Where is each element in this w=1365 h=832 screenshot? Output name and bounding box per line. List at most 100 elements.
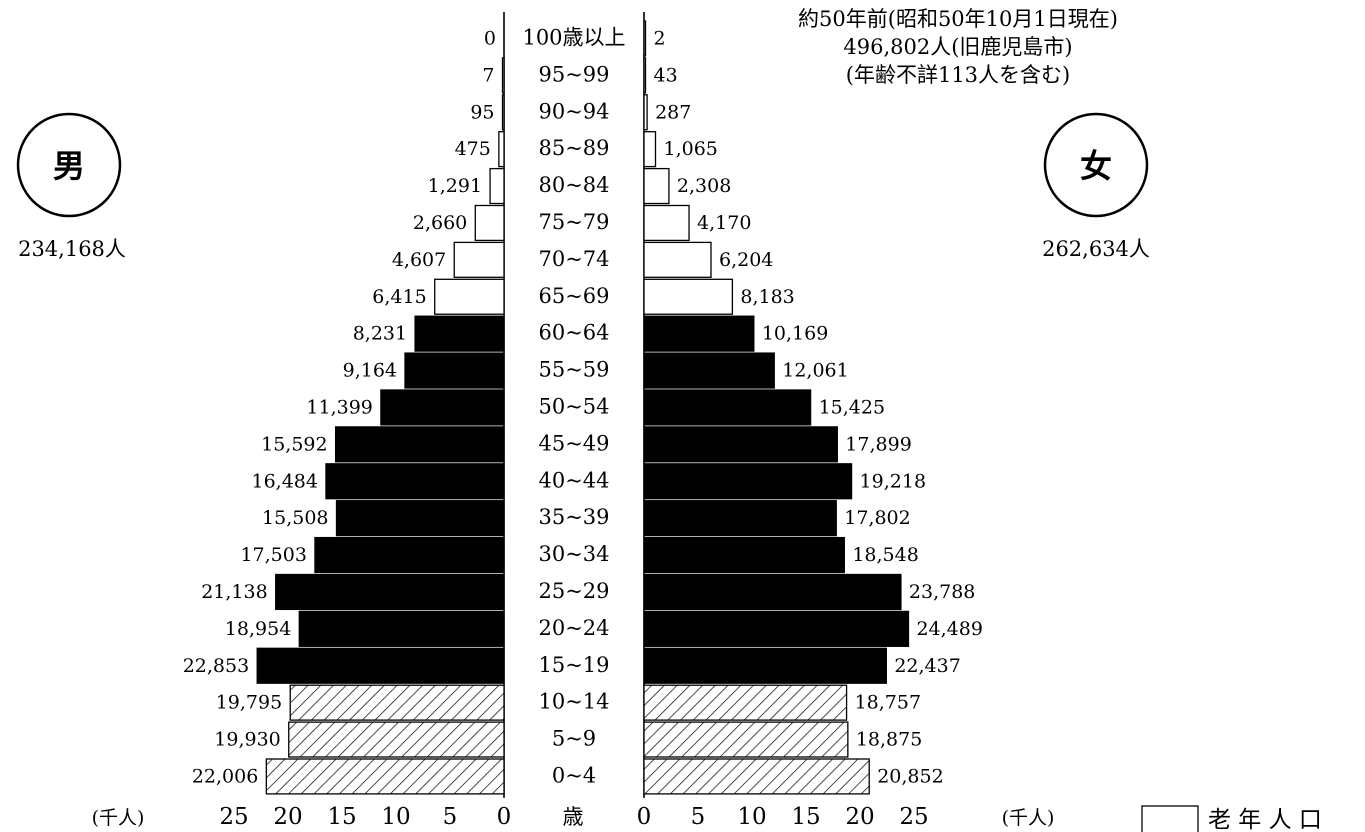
female-bar	[643, 204, 690, 242]
male-value-label: 22,006	[192, 765, 258, 787]
female-value-label: 24,489	[916, 618, 982, 640]
female-circle	[1043, 112, 1149, 218]
age-category-label: 35~39	[538, 505, 609, 529]
male-bar	[314, 536, 505, 574]
age-category-label: 50~54	[538, 394, 609, 418]
male-circle	[16, 112, 122, 218]
age-category-label: 90~94	[538, 99, 609, 123]
x-tick-right: 10	[737, 804, 766, 830]
female-bar	[643, 758, 870, 795]
female-bar	[643, 500, 837, 537]
male-bar	[489, 167, 505, 205]
male-bar	[414, 315, 505, 352]
x-tick-right: 25	[899, 804, 928, 830]
female-value-label: 18,757	[855, 692, 921, 714]
male-bar	[265, 758, 505, 795]
female-value-label: 4,170	[697, 212, 751, 234]
female-total: 262,634人	[1042, 237, 1150, 261]
x-unit-right: (千人)	[1002, 807, 1055, 829]
age-category-label: 65~69	[538, 284, 609, 308]
female-value-label: 22,437	[894, 655, 960, 677]
male-bar	[288, 721, 505, 758]
female-bar	[643, 573, 902, 611]
female-value-label: 23,788	[909, 581, 975, 603]
female-value-label: 6,204	[719, 249, 773, 271]
male-value-label: 18,954	[225, 618, 291, 640]
female-bar	[643, 536, 845, 574]
male-bar	[501, 57, 505, 94]
age-category-label: 45~49	[538, 431, 609, 455]
male-value-label: 6,415	[372, 286, 426, 308]
female-value-label: 2	[654, 27, 666, 49]
female-bar	[643, 20, 647, 57]
male-bar	[474, 204, 505, 242]
age-category-label: 100歳以上	[522, 25, 625, 49]
bars: 0 2 100歳以上 7 43 95~99 95 287 90~94 475 1,065 85~89 1…	[183, 20, 983, 795]
male-value-label: 95	[470, 101, 494, 123]
female-bar	[643, 315, 755, 352]
female-bar	[643, 131, 657, 168]
male-value-label: 15,508	[262, 507, 328, 529]
female-bar	[643, 241, 712, 278]
age-category-label: 60~64	[538, 321, 609, 345]
age-category-label: 75~79	[538, 210, 609, 234]
male-bar	[453, 241, 505, 278]
male-bar	[334, 426, 505, 463]
female-bar	[643, 389, 812, 426]
age-category-label: 15~19	[538, 653, 609, 677]
male-value-label: 16,484	[251, 470, 317, 492]
x-unit-left: (千人)	[92, 807, 145, 829]
female-bar	[643, 426, 838, 463]
x-tick-right: 20	[845, 804, 874, 830]
male-value-label: 21,138	[201, 581, 267, 603]
male-value-label: 2,660	[413, 212, 467, 234]
female-label: 女	[1080, 147, 1112, 185]
age-category-label: 30~34	[538, 542, 609, 566]
male-bar	[275, 573, 505, 611]
legend-swatch-old	[1141, 805, 1199, 832]
chart-title: 約50年前(昭和50年10月1日現在)	[798, 7, 1118, 31]
male-total: 234,168人	[18, 237, 126, 261]
female-value-label: 18,548	[852, 544, 918, 566]
female-bar	[643, 94, 648, 131]
x-tick-right: 0	[637, 804, 652, 830]
male-value-label: 7	[482, 64, 494, 86]
female-value-label: 17,899	[845, 433, 911, 455]
male-value-label: 19,930	[214, 729, 280, 751]
age-category-label: 5~9	[552, 727, 596, 751]
age-category-label: 20~24	[538, 616, 609, 640]
male-label: 男	[53, 147, 85, 185]
chart-note: (年齢不詳113人を含む)	[846, 63, 1070, 87]
male-bar	[335, 500, 505, 537]
female-value-label: 19,218	[860, 470, 926, 492]
female-value-label: 8,183	[740, 286, 794, 308]
male-bar	[298, 610, 505, 647]
legend-label-old: 老 年 人 口	[1208, 807, 1322, 832]
x-tick-left: 20	[273, 804, 302, 830]
male-bar	[256, 647, 505, 684]
male-value-label: 4,607	[392, 249, 446, 271]
center-axis-label: 歳	[563, 805, 584, 829]
female-value-label: 15,425	[819, 396, 885, 418]
age-category-label: 25~29	[538, 579, 609, 603]
age-category-label: 55~59	[538, 358, 609, 382]
female-value-label: 12,061	[782, 360, 848, 382]
male-value-label: 9,164	[343, 360, 397, 382]
male-value-label: 11,399	[306, 396, 372, 418]
female-bar	[643, 167, 670, 205]
male-bar	[325, 463, 505, 500]
male-value-label: 15,592	[261, 433, 327, 455]
male-bar	[434, 278, 505, 315]
x-tick-left: 10	[381, 804, 410, 830]
male-bar	[289, 684, 505, 721]
female-value-label: 17,802	[844, 507, 910, 529]
female-bar	[643, 721, 849, 758]
male-value-label: 0	[484, 27, 496, 49]
male-bar	[501, 94, 505, 131]
age-category-label: 10~14	[538, 690, 609, 714]
x-tick-right: 15	[791, 804, 820, 830]
female-bar	[643, 352, 775, 389]
age-category-label: 85~89	[538, 136, 609, 160]
female-value-label: 287	[655, 101, 691, 123]
female-bar	[643, 610, 910, 647]
